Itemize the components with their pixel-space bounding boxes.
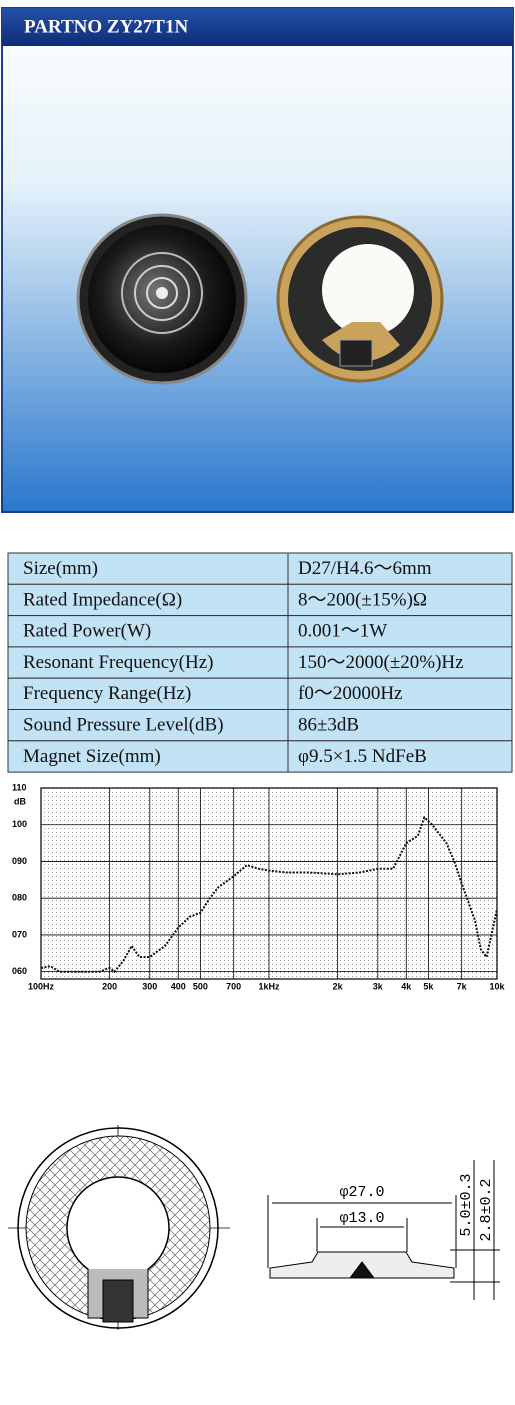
response-curve [40, 815, 498, 974]
inner-diameter: φ13.0 [339, 1210, 384, 1227]
spec-value: 86±3dB [298, 715, 359, 736]
table-row [7, 677, 513, 711]
x-tick-label: 400 [171, 981, 186, 991]
x-tick-label: 10k [489, 981, 505, 991]
y-tick-label: 070 [12, 929, 27, 939]
x-tick-label: 4k [401, 981, 412, 991]
table-row [7, 583, 513, 617]
y-tick-label: 110 [12, 782, 27, 792]
y-tick-label: 080 [12, 893, 27, 903]
height-body: 2.8±0.2 [478, 1178, 495, 1241]
x-tick-label: 100Hz [28, 981, 55, 991]
spec-value: D27/H4.6～6mm [298, 558, 432, 579]
spec-value: f0～20000Hz [298, 683, 402, 704]
speaker-front [76, 213, 248, 385]
side-view [267, 1160, 500, 1300]
spec-value: 0.001～1W [298, 621, 387, 642]
outer-diameter: φ27.0 [339, 1184, 384, 1201]
y-tick-label: 090 [12, 856, 27, 866]
height-total: 5.0±0.3 [458, 1173, 475, 1236]
x-tick-label: 1kHz [258, 981, 280, 991]
x-tick-label: 3k [373, 981, 384, 991]
table-row [7, 709, 513, 742]
x-tick-label: 7k [457, 981, 468, 991]
x-tick-label: 300 [142, 981, 157, 991]
spec-label: Magnet Size(mm) [23, 746, 161, 767]
spec-label: Resonant Frequency(Hz) [23, 652, 213, 673]
spec-value: φ9.5×1.5 NdFeB [298, 746, 427, 767]
spec-value: 150～2000(±20%)Hz [298, 652, 464, 673]
x-tick-label: 5k [423, 981, 434, 991]
header-title: PARTNO ZY27T1N [24, 16, 188, 37]
x-tick-label: 500 [193, 981, 208, 991]
spec-label: Rated Power(W) [23, 621, 151, 642]
x-tick-label: 700 [226, 981, 241, 991]
table-row [7, 740, 513, 773]
x-tick-label: 200 [102, 981, 117, 991]
spec-value: 8～200(±15%)Ω [298, 589, 427, 610]
header-band [2, 8, 513, 46]
speaker-back [276, 215, 444, 383]
spec-label: Frequency Range(Hz) [23, 683, 191, 704]
photo-panel [1, 7, 514, 513]
table-row [7, 646, 513, 679]
y-tick-label: 060 [12, 966, 27, 976]
spec-label: Rated Impedance(Ω) [23, 589, 182, 610]
spec-label: Sound Pressure Level(dB) [23, 715, 224, 736]
table-row [7, 552, 513, 585]
table-row [7, 615, 513, 648]
front-view [8, 1125, 230, 1330]
frequency-chart: 060 070 080 090 100 110 dB 100Hz 200 300 400 500 700… [12, 782, 505, 991]
spec-table: Size(mm) D27/H4.6～6mm Rated Impedance(Ω) 8～… [7, 552, 513, 773]
x-tick-label: 2k [333, 981, 344, 991]
y-tick-label: 100 [12, 819, 27, 829]
y-axis-label: dB [14, 796, 26, 806]
spec-label: Size(mm) [23, 558, 98, 579]
